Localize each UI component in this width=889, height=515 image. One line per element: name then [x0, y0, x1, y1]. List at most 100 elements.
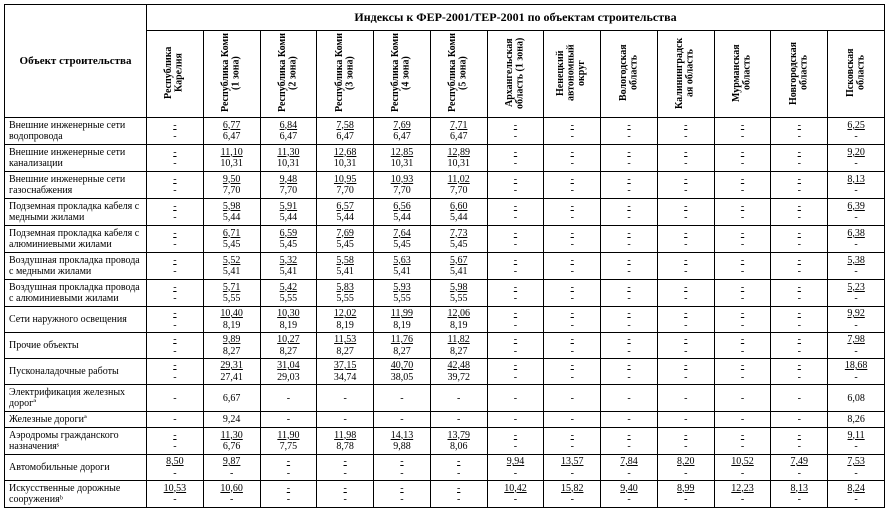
data-cell: --: [601, 199, 658, 226]
data-cell: 10,278,27: [260, 333, 317, 359]
data-cell: 8,24-: [828, 481, 885, 508]
row-name: Внешние инженерные сети канализации: [5, 145, 147, 172]
data-cell: 5,635,41: [374, 253, 431, 280]
data-cell: -: [317, 412, 374, 428]
data-cell: --: [147, 226, 204, 253]
data-cell: --: [374, 455, 431, 481]
data-cell: 42,4839,72: [430, 359, 487, 385]
data-cell: --: [487, 226, 544, 253]
data-cell: --: [657, 280, 714, 307]
data-cell: --: [147, 172, 204, 199]
row-name: Аэродромы гражданского назначенияˢ: [5, 428, 147, 455]
data-cell: 7,586,47: [317, 118, 374, 145]
col-header-12: Псковская область: [828, 31, 885, 118]
data-cell: 11,027,70: [430, 172, 487, 199]
col-header-9: Калининградск ая область: [657, 31, 714, 118]
data-cell: --: [657, 172, 714, 199]
data-cell: 9,20-: [828, 145, 885, 172]
col-header-11: Новгородская область: [771, 31, 828, 118]
table-row: Подземная прокладка кабеля с алюминиевым…: [5, 226, 885, 253]
data-cell: 12,8910,31: [430, 145, 487, 172]
row-name: Электрификация железных дорогª: [5, 385, 147, 412]
data-cell: --: [657, 359, 714, 385]
data-cell: 37,1534,74: [317, 359, 374, 385]
data-cell: -: [260, 385, 317, 412]
row-name: Внешние инженерные сети газоснабжения: [5, 172, 147, 199]
data-cell: 13,798,06: [430, 428, 487, 455]
data-cell: --: [601, 428, 658, 455]
data-cell: --: [147, 145, 204, 172]
data-cell: -: [147, 385, 204, 412]
data-cell: --: [601, 226, 658, 253]
index-table: Объект строительства Индексы к ФЕР-2001/…: [4, 4, 885, 508]
data-cell: --: [771, 145, 828, 172]
data-cell: --: [487, 172, 544, 199]
data-cell: 14,139,88: [374, 428, 431, 455]
data-cell: -: [601, 412, 658, 428]
data-cell: --: [487, 307, 544, 333]
col-header-8: Вологодская область: [601, 31, 658, 118]
table-row: Воздушная прокладка провода с медными жи…: [5, 253, 885, 280]
col-group: Индексы к ФЕР-2001/ТЕР-2001 по объектам …: [147, 5, 885, 31]
data-cell: 12,6810,31: [317, 145, 374, 172]
data-cell: 10,957,70: [317, 172, 374, 199]
data-cell: --: [771, 333, 828, 359]
data-cell: --: [771, 280, 828, 307]
data-cell: --: [147, 199, 204, 226]
data-cell: --: [771, 307, 828, 333]
table-row: Внешние инженерные сети водопровода--6,7…: [5, 118, 885, 145]
data-cell: -: [487, 385, 544, 412]
data-cell: 7,696,47: [374, 118, 431, 145]
data-cell: 7,98-: [828, 333, 885, 359]
data-cell: --: [771, 253, 828, 280]
data-cell: --: [714, 172, 771, 199]
data-cell: --: [601, 333, 658, 359]
data-cell: 11,828,27: [430, 333, 487, 359]
data-cell: 7,645,45: [374, 226, 431, 253]
data-cell: -: [374, 412, 431, 428]
data-cell: 5,425,55: [260, 280, 317, 307]
row-name: Подземная прокладка кабеля с алюминиевым…: [5, 226, 147, 253]
data-cell: --: [657, 428, 714, 455]
row-name: Внешние инженерные сети водопровода: [5, 118, 147, 145]
row-name: Сети наружного освещения: [5, 307, 147, 333]
col-header-2: Республика Коми (2 зона): [260, 31, 317, 118]
table-row: Внешние инженерные сети канализации--11,…: [5, 145, 885, 172]
data-cell: --: [601, 118, 658, 145]
data-cell: 11,768,27: [374, 333, 431, 359]
data-cell: 7,695,45: [317, 226, 374, 253]
table-row: Воздушная прокладка провода с алюминиевы…: [5, 280, 885, 307]
data-cell: --: [544, 359, 601, 385]
data-cell: -: [430, 412, 487, 428]
data-cell: 6,67: [203, 385, 260, 412]
row-name: Прочие объекты: [5, 333, 147, 359]
table-row: Пусконаладочные работы--29,3127,4131,042…: [5, 359, 885, 385]
table-row: Внешние инженерные сети газоснабжения--9…: [5, 172, 885, 199]
table-row: Сети наружного освещения--10,408,1910,30…: [5, 307, 885, 333]
data-cell: --: [601, 253, 658, 280]
row-name: Автомобильные дороги: [5, 455, 147, 481]
data-cell: --: [317, 481, 374, 508]
data-cell: --: [601, 280, 658, 307]
data-cell: --: [544, 333, 601, 359]
data-cell: -: [487, 412, 544, 428]
data-cell: -: [544, 385, 601, 412]
data-cell: 8,99-: [657, 481, 714, 508]
data-cell: --: [601, 145, 658, 172]
data-cell: -: [317, 385, 374, 412]
data-cell: 10,937,70: [374, 172, 431, 199]
data-cell: 5,915,44: [260, 199, 317, 226]
col-header-3: Республика Коми (3 зона): [317, 31, 374, 118]
data-cell: 9,11-: [828, 428, 885, 455]
data-cell: 5,525,41: [203, 253, 260, 280]
data-cell: 5,585,41: [317, 253, 374, 280]
data-cell: 5,325,41: [260, 253, 317, 280]
data-cell: 6,846,47: [260, 118, 317, 145]
data-cell: 15,82-: [544, 481, 601, 508]
data-cell: --: [714, 226, 771, 253]
row-name: Подземная прокладка кабеля с медными жил…: [5, 199, 147, 226]
col-object: Объект строительства: [5, 5, 147, 118]
data-cell: --: [430, 481, 487, 508]
data-cell: -: [714, 412, 771, 428]
data-cell: 5,835,55: [317, 280, 374, 307]
